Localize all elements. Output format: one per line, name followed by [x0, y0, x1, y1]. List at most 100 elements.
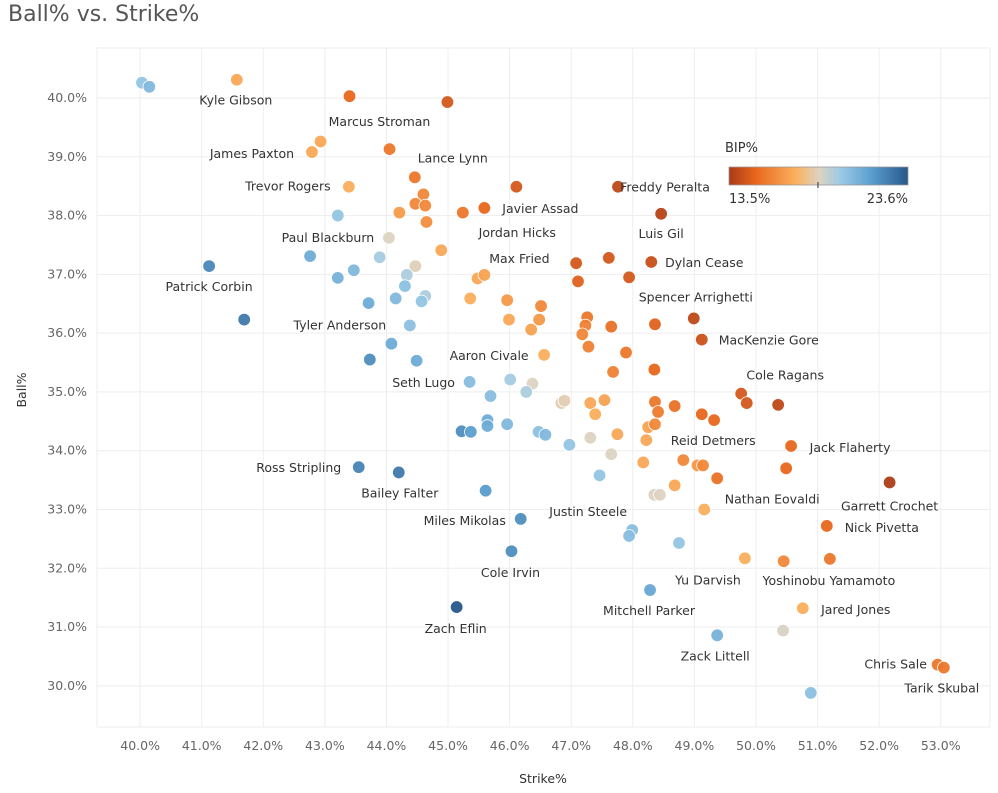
- data-point-tarik-skubal[interactable]: [937, 660, 951, 675]
- data-point-spencer-arrighetti[interactable]: [687, 311, 701, 326]
- data-point[interactable]: [524, 322, 538, 337]
- data-point-javier-assad[interactable]: [477, 201, 492, 215]
- data-point[interactable]: [237, 312, 251, 327]
- data-point[interactable]: [502, 312, 516, 327]
- data-point-patrick-corbin[interactable]: [202, 259, 216, 273]
- data-point[interactable]: [695, 407, 709, 421]
- data-point-jordan-hicks[interactable]: [434, 243, 448, 257]
- data-point[interactable]: [653, 488, 667, 502]
- data-point[interactable]: [519, 385, 533, 399]
- data-point[interactable]: [606, 365, 620, 379]
- data-point[interactable]: [562, 438, 577, 452]
- data-point[interactable]: [776, 623, 790, 638]
- data-point-dylan-cease[interactable]: [644, 255, 658, 269]
- data-point[interactable]: [388, 291, 403, 306]
- data-point[interactable]: [532, 312, 546, 327]
- data-point[interactable]: [619, 345, 633, 360]
- data-point-tyler-anderson[interactable]: [403, 318, 417, 333]
- data-point[interactable]: [456, 205, 470, 220]
- data-point[interactable]: [622, 529, 636, 543]
- data-point-seth-lugo[interactable]: [462, 375, 477, 389]
- data-point-yoshinobu-yamamoto[interactable]: [823, 552, 837, 566]
- data-point[interactable]: [463, 291, 477, 306]
- data-point[interactable]: [804, 686, 818, 700]
- data-point[interactable]: [592, 468, 607, 483]
- data-point[interactable]: [771, 398, 785, 412]
- data-point-luis-gil[interactable]: [654, 207, 668, 221]
- data-point[interactable]: [478, 483, 493, 498]
- data-point[interactable]: [571, 274, 585, 289]
- data-point[interactable]: [142, 80, 157, 94]
- data-point-nick-pivetta[interactable]: [820, 519, 834, 533]
- data-point[interactable]: [303, 249, 317, 263]
- data-point[interactable]: [583, 396, 598, 410]
- data-point-bailey-falter[interactable]: [392, 465, 406, 480]
- data-point-lance-lynn[interactable]: [408, 170, 422, 185]
- data-point[interactable]: [647, 362, 662, 377]
- data-point[interactable]: [313, 134, 328, 149]
- data-point[interactable]: [331, 271, 345, 285]
- data-point[interactable]: [419, 215, 434, 229]
- data-point-paul-blackburn[interactable]: [382, 231, 396, 245]
- data-point[interactable]: [363, 352, 377, 367]
- data-point-jack-flaherty[interactable]: [784, 439, 798, 453]
- data-point-aaron-civale[interactable]: [537, 348, 551, 362]
- data-point[interactable]: [604, 447, 618, 461]
- data-point[interactable]: [776, 554, 791, 568]
- data-point[interactable]: [538, 428, 553, 442]
- data-point[interactable]: [583, 431, 598, 445]
- data-point[interactable]: [384, 337, 399, 351]
- data-point-zach-eflin[interactable]: [449, 600, 464, 614]
- data-point-mackenzie-gore[interactable]: [695, 332, 709, 347]
- data-point[interactable]: [418, 198, 432, 213]
- data-point[interactable]: [483, 389, 498, 403]
- data-point[interactable]: [651, 405, 665, 419]
- color-legend[interactable]: BIP% 13.5% 23.6%: [725, 141, 909, 207]
- data-point[interactable]: [610, 427, 625, 441]
- data-point[interactable]: [392, 205, 407, 220]
- data-point[interactable]: [500, 417, 514, 431]
- data-point[interactable]: [575, 327, 589, 341]
- data-point[interactable]: [557, 394, 572, 408]
- data-point-kyle-gibson[interactable]: [230, 73, 244, 87]
- data-point-yu-darvish[interactable]: [738, 551, 752, 565]
- data-point[interactable]: [740, 396, 754, 410]
- data-point[interactable]: [440, 95, 455, 109]
- data-point[interactable]: [480, 419, 495, 433]
- data-point[interactable]: [398, 279, 412, 293]
- data-point[interactable]: [509, 180, 524, 194]
- data-point[interactable]: [604, 319, 618, 334]
- data-point[interactable]: [372, 250, 387, 264]
- data-point[interactable]: [696, 458, 710, 473]
- data-point-marcus-stroman[interactable]: [342, 89, 357, 103]
- data-point[interactable]: [408, 259, 423, 273]
- data-point[interactable]: [503, 372, 517, 387]
- data-point-trevor-rogers[interactable]: [342, 180, 356, 194]
- data-point[interactable]: [672, 536, 686, 550]
- data-point-mitchell-parker[interactable]: [643, 583, 657, 597]
- data-point-james-paxton[interactable]: [305, 145, 319, 159]
- data-point[interactable]: [648, 417, 662, 431]
- data-point-zack-littell[interactable]: [710, 628, 724, 642]
- data-point-jared-jones[interactable]: [796, 601, 810, 615]
- data-point-freddy-peralta[interactable]: [611, 180, 625, 194]
- data-point[interactable]: [648, 317, 662, 332]
- data-point[interactable]: [636, 455, 650, 470]
- data-point[interactable]: [597, 393, 612, 407]
- data-point[interactable]: [400, 268, 414, 282]
- data-point[interactable]: [667, 478, 682, 493]
- data-point[interactable]: [588, 407, 602, 421]
- data-point[interactable]: [534, 299, 548, 313]
- data-point[interactable]: [602, 251, 616, 265]
- data-point[interactable]: [667, 399, 682, 413]
- data-point[interactable]: [500, 293, 514, 307]
- data-point[interactable]: [707, 413, 721, 427]
- data-point[interactable]: [639, 433, 654, 447]
- data-point[interactable]: [779, 461, 793, 476]
- data-point[interactable]: [409, 354, 424, 368]
- data-point[interactable]: [697, 502, 711, 517]
- data-point[interactable]: [581, 339, 596, 354]
- data-point[interactable]: [464, 425, 478, 439]
- data-point-cole-irvin[interactable]: [504, 544, 519, 558]
- data-point[interactable]: [347, 263, 361, 277]
